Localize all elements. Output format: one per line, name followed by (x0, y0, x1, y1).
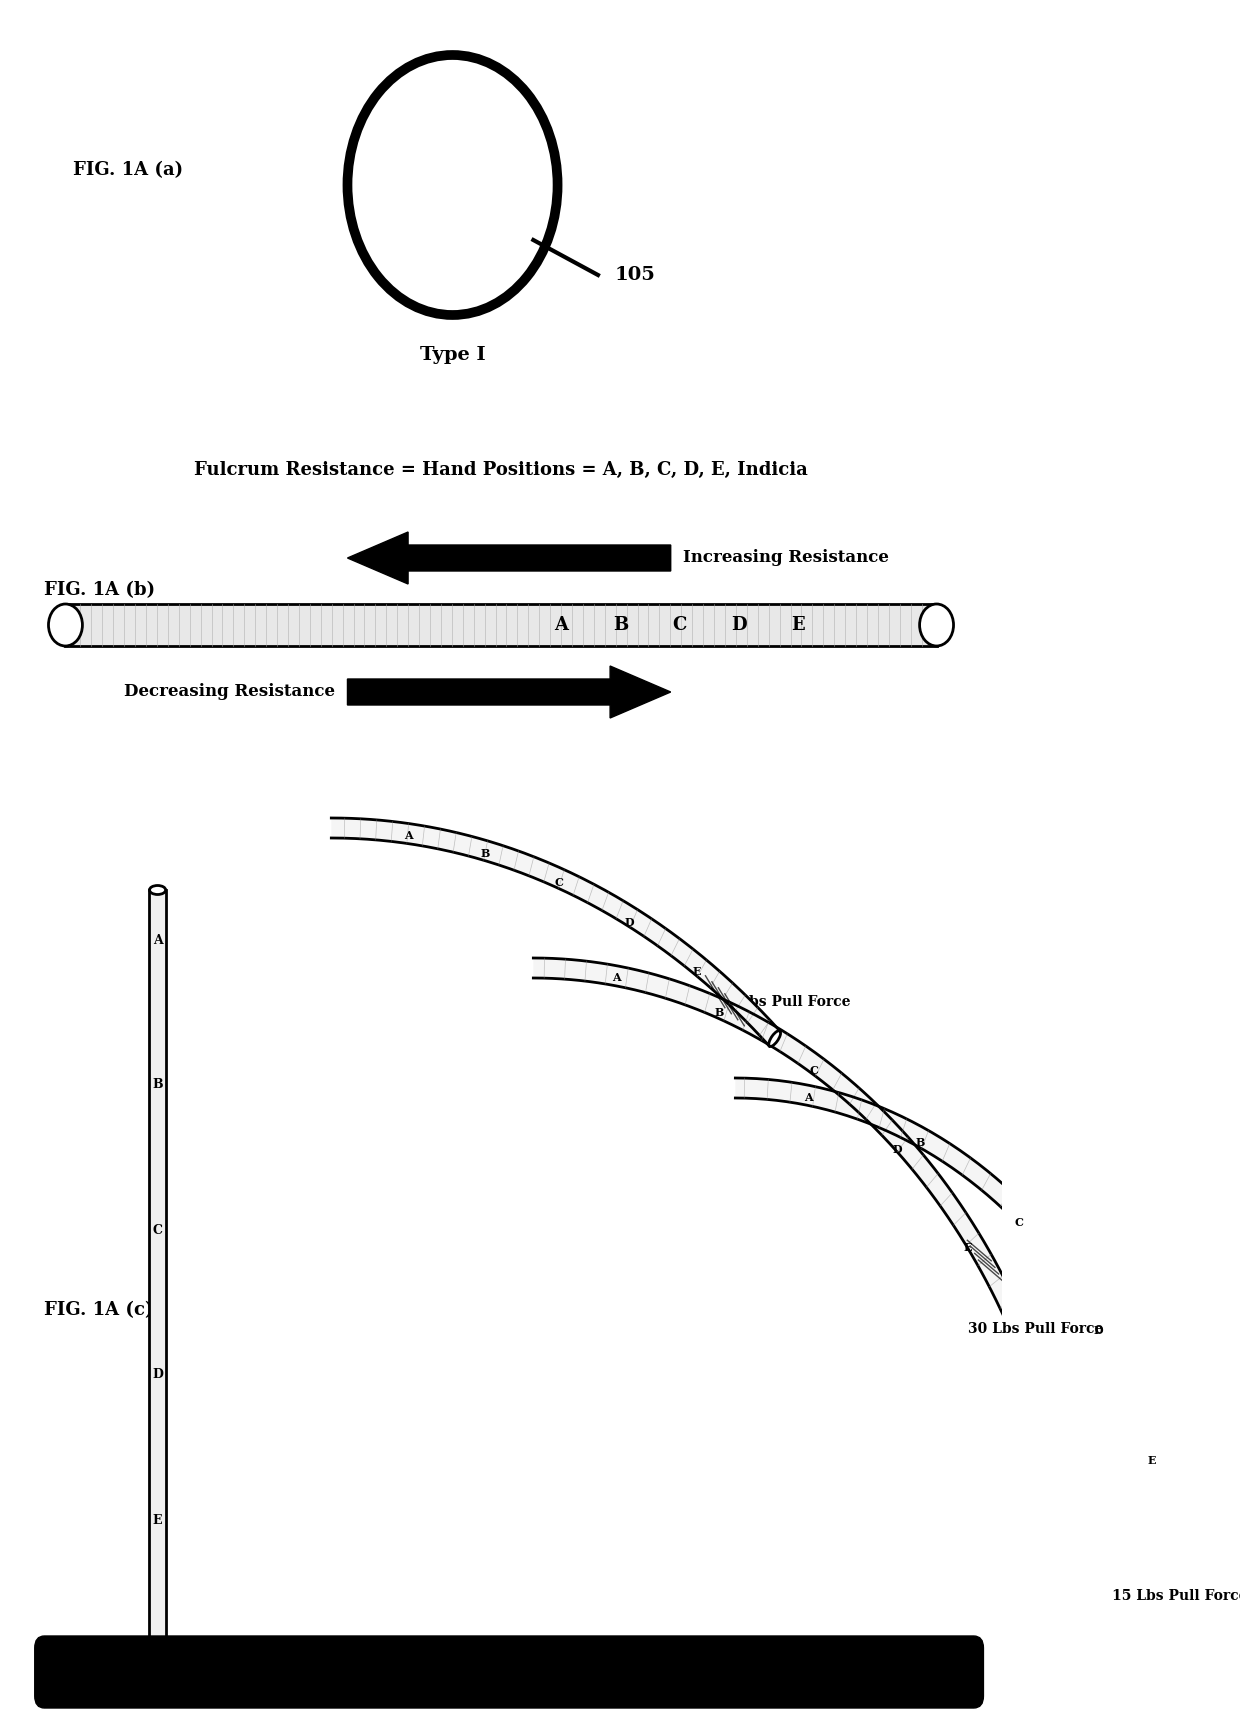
Text: D: D (625, 916, 635, 928)
Text: C: C (554, 877, 563, 887)
Text: D: D (730, 617, 746, 634)
Text: 15 Lbs Pull Force: 15 Lbs Pull Force (1112, 1590, 1240, 1603)
Text: A: A (613, 973, 621, 983)
FancyArrow shape (347, 666, 671, 718)
FancyArrow shape (347, 533, 671, 584)
Bar (150, 891, 166, 1648)
Text: FIG. 1A (a): FIG. 1A (a) (73, 161, 182, 178)
Text: B: B (613, 617, 629, 634)
Text: C: C (810, 1065, 818, 1076)
Text: E: E (153, 1514, 162, 1526)
Text: D: D (153, 1369, 162, 1381)
FancyBboxPatch shape (35, 1636, 983, 1708)
Text: 45 Lbs Pull Force: 45 Lbs Pull Force (715, 995, 851, 1009)
Text: B: B (153, 1079, 162, 1091)
Text: A: A (153, 934, 162, 947)
Text: B: B (714, 1007, 723, 1018)
Text: C: C (1016, 1216, 1024, 1228)
Text: A: A (404, 829, 413, 841)
Ellipse shape (48, 605, 82, 646)
Text: 105: 105 (614, 266, 655, 284)
Text: D: D (1094, 1324, 1104, 1336)
Text: E: E (963, 1242, 972, 1254)
Bar (66, 605, 936, 646)
Text: Increasing Resistance: Increasing Resistance (683, 550, 889, 567)
Ellipse shape (150, 886, 166, 894)
Ellipse shape (1179, 1624, 1195, 1632)
Text: E: E (692, 966, 701, 976)
Text: E: E (1148, 1454, 1156, 1466)
Text: A: A (805, 1091, 813, 1103)
Text: Decreasing Resistance: Decreasing Resistance (124, 683, 335, 701)
Text: C: C (672, 617, 687, 634)
Text: FIG. 1A (c): FIG. 1A (c) (45, 1300, 154, 1319)
Text: Type I: Type I (419, 346, 485, 363)
Text: A: A (554, 617, 569, 634)
Text: E: E (791, 617, 805, 634)
Ellipse shape (920, 605, 954, 646)
Text: C: C (153, 1223, 162, 1237)
Ellipse shape (1024, 1355, 1039, 1367)
Text: B: B (480, 848, 490, 858)
Ellipse shape (769, 1031, 781, 1047)
Polygon shape (533, 958, 1039, 1365)
Polygon shape (735, 1077, 1195, 1629)
Polygon shape (331, 819, 780, 1047)
Text: B: B (916, 1137, 925, 1148)
Text: Fulcrum Resistance = Hand Positions = A, B, C, D, E, Indicia: Fulcrum Resistance = Hand Positions = A,… (195, 461, 808, 480)
Text: 30 Lbs Pull Force: 30 Lbs Pull Force (967, 1322, 1104, 1336)
Text: FIG. 1A (b): FIG. 1A (b) (45, 581, 155, 600)
Text: D: D (893, 1144, 903, 1155)
